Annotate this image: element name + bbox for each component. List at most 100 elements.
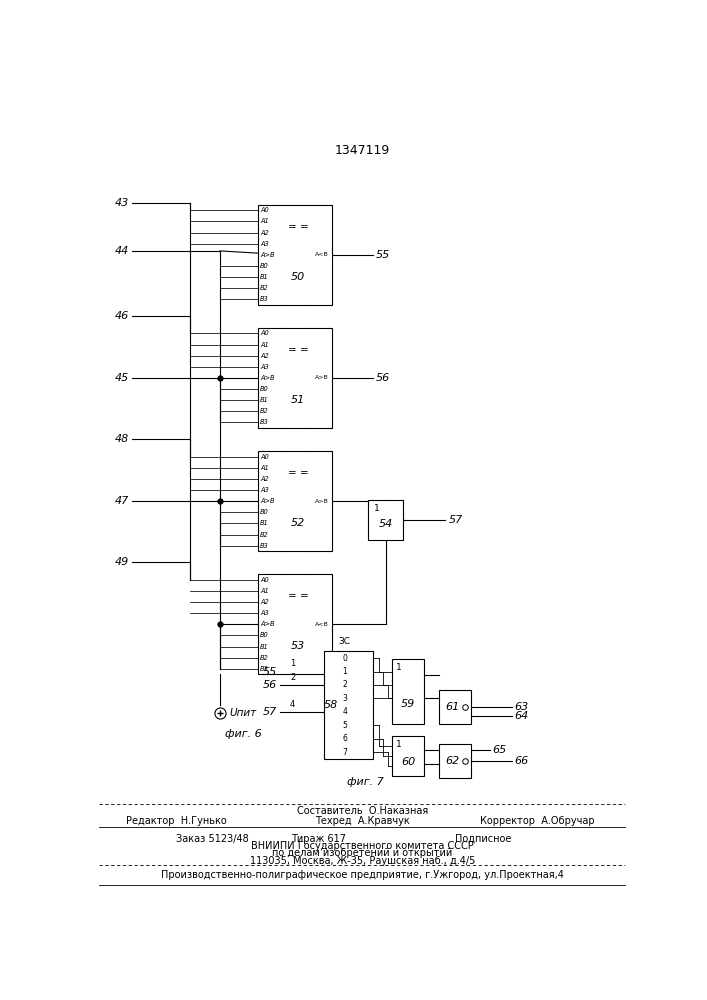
Text: B2: B2 bbox=[260, 408, 269, 414]
Text: 1: 1 bbox=[396, 740, 402, 749]
Text: 4: 4 bbox=[290, 700, 296, 709]
Text: Редактор  Н.Гунько: Редактор Н.Гунько bbox=[126, 816, 226, 826]
Bar bbox=[324, 651, 373, 759]
Text: 7: 7 bbox=[342, 748, 347, 757]
Text: 59: 59 bbox=[402, 699, 416, 709]
Text: = =: = = bbox=[288, 468, 308, 478]
Text: 53: 53 bbox=[291, 641, 305, 651]
Text: 47: 47 bbox=[115, 496, 129, 506]
Text: 63: 63 bbox=[515, 702, 529, 712]
Text: 5: 5 bbox=[342, 721, 347, 730]
Text: A1: A1 bbox=[260, 342, 269, 348]
Text: 1: 1 bbox=[396, 663, 402, 672]
Text: A1: A1 bbox=[260, 218, 269, 224]
Text: B3: B3 bbox=[260, 543, 269, 549]
Text: 2: 2 bbox=[342, 680, 347, 689]
Text: 57: 57 bbox=[448, 515, 462, 525]
Text: 1: 1 bbox=[290, 659, 296, 668]
Text: 43: 43 bbox=[115, 198, 129, 208]
Text: A0: A0 bbox=[260, 454, 269, 460]
Text: 58: 58 bbox=[324, 700, 338, 710]
Text: A2: A2 bbox=[260, 599, 269, 605]
Text: A2: A2 bbox=[260, 353, 269, 359]
Text: Uпит: Uпит bbox=[230, 708, 257, 718]
Text: A>B: A>B bbox=[260, 498, 274, 504]
Text: A1: A1 bbox=[260, 588, 269, 594]
Text: 66: 66 bbox=[515, 756, 529, 766]
Bar bbox=[258, 205, 332, 305]
Text: фиг. 6: фиг. 6 bbox=[226, 729, 262, 739]
Text: = =: = = bbox=[288, 222, 308, 232]
Text: A0: A0 bbox=[260, 330, 269, 336]
Text: A>B: A>B bbox=[260, 375, 274, 381]
Text: B3: B3 bbox=[260, 419, 269, 425]
Text: A3: A3 bbox=[260, 364, 269, 370]
Text: 64: 64 bbox=[515, 711, 529, 721]
Bar bbox=[258, 451, 332, 551]
Text: B2: B2 bbox=[260, 285, 269, 291]
Bar bbox=[258, 574, 332, 674]
Text: 60: 60 bbox=[402, 757, 416, 767]
Text: A2: A2 bbox=[260, 230, 269, 236]
Text: B3: B3 bbox=[260, 666, 269, 672]
Text: Корректор  А.Обручар: Корректор А.Обручар bbox=[480, 816, 595, 826]
Text: B0: B0 bbox=[260, 509, 269, 515]
Bar bbox=[439, 690, 471, 724]
Text: 45: 45 bbox=[115, 373, 129, 383]
Bar bbox=[258, 328, 332, 428]
Text: 1: 1 bbox=[375, 504, 380, 513]
Text: Производственно-полиграфическое предприятие, г.Ужгород, ул.Проектная,4: Производственно-полиграфическое предприя… bbox=[161, 870, 563, 880]
Text: A0: A0 bbox=[260, 577, 269, 583]
Text: B2: B2 bbox=[260, 655, 269, 661]
Text: Тираж 617: Тираж 617 bbox=[291, 834, 346, 844]
Text: 0: 0 bbox=[342, 654, 347, 663]
Text: A>B: A>B bbox=[260, 621, 274, 627]
Text: 44: 44 bbox=[115, 246, 129, 256]
Text: 1: 1 bbox=[342, 667, 347, 676]
Text: B1: B1 bbox=[260, 274, 269, 280]
Bar bbox=[368, 500, 404, 540]
Text: A<B: A<B bbox=[315, 252, 329, 257]
Text: 54: 54 bbox=[378, 519, 393, 529]
Text: 6: 6 bbox=[342, 734, 347, 743]
Text: Техред  А.Кравчук: Техред А.Кравчук bbox=[315, 816, 410, 826]
Text: 3: 3 bbox=[342, 694, 347, 703]
Text: 65: 65 bbox=[493, 745, 507, 755]
Text: 50: 50 bbox=[291, 272, 305, 282]
Text: A3: A3 bbox=[260, 610, 269, 616]
Text: ВНИИПИ Государственного комитета СССР: ВНИИПИ Государственного комитета СССР bbox=[251, 841, 474, 851]
Text: B0: B0 bbox=[260, 386, 269, 392]
Text: B1: B1 bbox=[260, 397, 269, 403]
Text: A<B: A<B bbox=[315, 622, 329, 627]
Text: A3: A3 bbox=[260, 487, 269, 493]
Text: 4: 4 bbox=[342, 707, 347, 716]
Text: 56: 56 bbox=[263, 680, 277, 690]
Text: Подписное: Подписное bbox=[455, 834, 511, 844]
Text: B3: B3 bbox=[260, 296, 269, 302]
Text: 57: 57 bbox=[263, 707, 277, 717]
Text: 61: 61 bbox=[445, 702, 460, 712]
Text: Заказ 5123/48: Заказ 5123/48 bbox=[176, 834, 249, 844]
Text: 49: 49 bbox=[115, 557, 129, 567]
Text: фиг. 7: фиг. 7 bbox=[346, 777, 383, 787]
Text: 1347119: 1347119 bbox=[334, 144, 390, 157]
Text: = =: = = bbox=[288, 591, 308, 601]
Text: ЗС: ЗС bbox=[339, 637, 351, 646]
Text: A2: A2 bbox=[260, 476, 269, 482]
Text: 51: 51 bbox=[291, 395, 305, 405]
Text: A1: A1 bbox=[260, 465, 269, 471]
Text: Составитель  О.Наказная: Составитель О.Наказная bbox=[297, 806, 428, 816]
Text: 46: 46 bbox=[115, 311, 129, 321]
Text: A3: A3 bbox=[260, 241, 269, 247]
Bar bbox=[392, 659, 424, 724]
Text: B0: B0 bbox=[260, 263, 269, 269]
Text: 113035, Москва, Ж-35, Раушская наб., д.4/5: 113035, Москва, Ж-35, Раушская наб., д.4… bbox=[250, 856, 475, 866]
Text: B1: B1 bbox=[260, 520, 269, 526]
Text: A0: A0 bbox=[260, 207, 269, 213]
Text: по делам изобретений и открытий: по делам изобретений и открытий bbox=[272, 848, 452, 858]
Text: 56: 56 bbox=[376, 373, 390, 383]
Bar bbox=[439, 744, 471, 778]
Text: 48: 48 bbox=[115, 434, 129, 444]
Text: A>B: A>B bbox=[315, 499, 329, 504]
Text: 55: 55 bbox=[376, 250, 390, 260]
